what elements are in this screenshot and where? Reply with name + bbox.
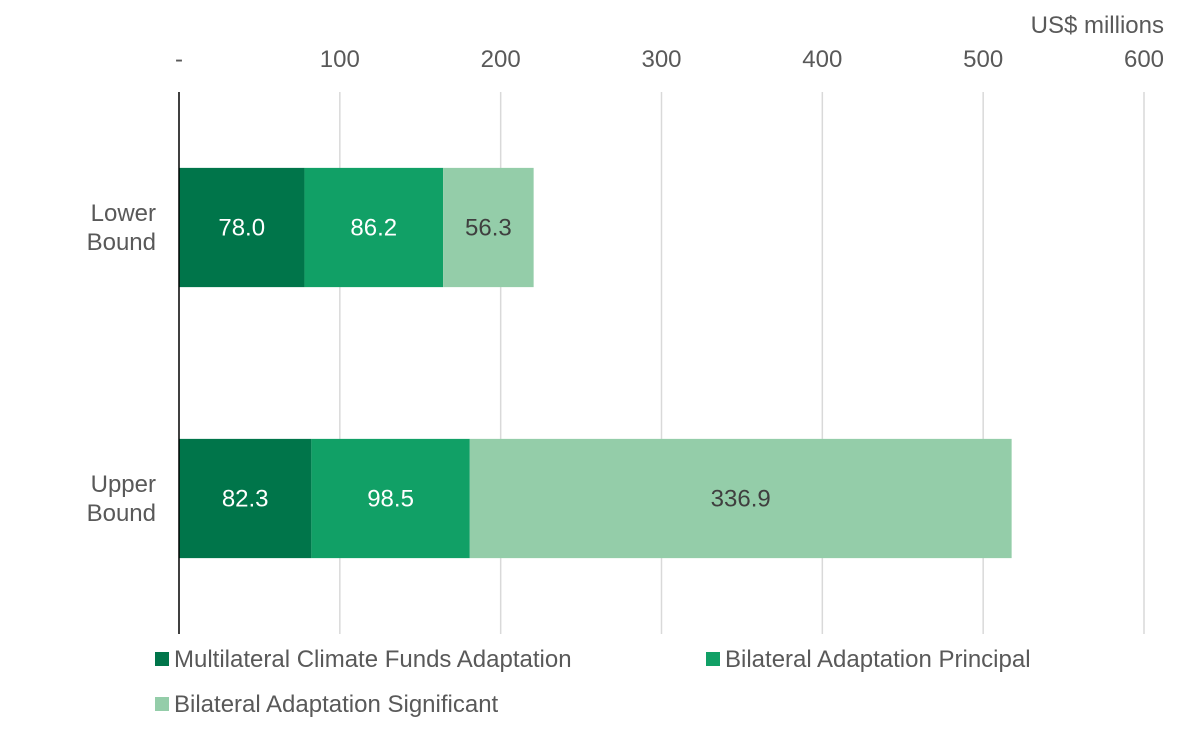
x-tick-label: 200: [481, 46, 521, 73]
bar-data-label: 336.9: [711, 486, 771, 513]
bar-data-label: 86.2: [350, 215, 397, 242]
bar-data-labels: 78.0 86.2 56.3 82.3 98.5 336.9: [218, 215, 770, 513]
bar-data-label: 78.0: [218, 215, 265, 242]
bar-segment: [469, 438, 1012, 559]
legend-label: Multilateral Climate Funds Adaptation: [174, 646, 572, 673]
bar-data-label: 56.3: [465, 215, 512, 242]
y-category-label: Bound: [87, 229, 156, 256]
x-tick-labels: - 100 200 300 400 500 600: [175, 46, 1164, 73]
unit-label: US$ millions: [1031, 12, 1164, 39]
bars: [179, 167, 1012, 559]
legend: Multilateral Climate Funds Adaptation Bil…: [155, 646, 1031, 718]
x-tick-label: 300: [641, 46, 681, 73]
legend-swatch: [155, 652, 169, 666]
legend-label: Bilateral Adaptation Principal: [725, 646, 1031, 673]
bar-segment: [304, 167, 444, 288]
bar-segment: [179, 167, 305, 288]
bar-segment: [311, 438, 470, 559]
bar-data-label: 98.5: [367, 486, 414, 513]
legend-label: Bilateral Adaptation Significant: [174, 691, 499, 718]
x-tick-label: 500: [963, 46, 1003, 73]
legend-swatch: [706, 652, 720, 666]
bar-segment: [179, 438, 312, 559]
legend-swatch: [155, 697, 169, 711]
y-category-label: Upper: [91, 471, 156, 498]
y-category-label: Bound: [87, 500, 156, 527]
bar-segment: [443, 167, 534, 288]
x-tick-label: 100: [320, 46, 360, 73]
x-tick-label: 400: [802, 46, 842, 73]
bar-data-label: 82.3: [222, 486, 269, 513]
x-tick-label: -: [175, 46, 183, 73]
x-tick-label: 600: [1124, 46, 1164, 73]
y-category-label: Lower: [91, 200, 156, 227]
